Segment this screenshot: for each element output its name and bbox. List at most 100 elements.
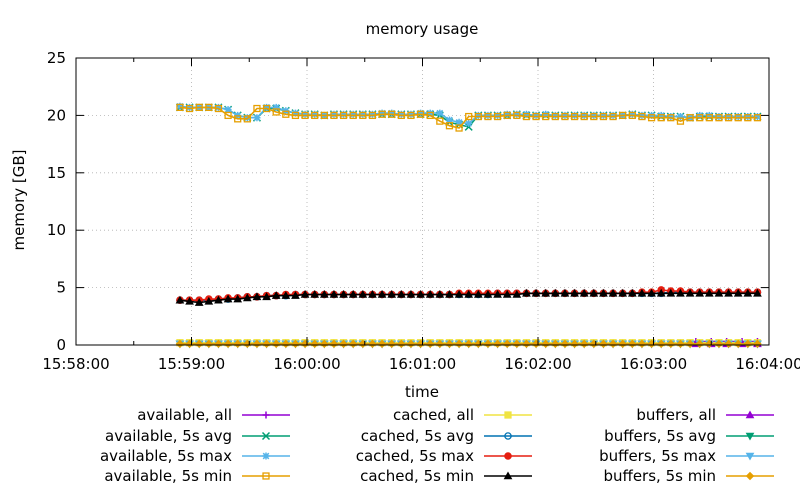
- legend-label: available, 5s avg: [105, 427, 232, 445]
- data-point: [185, 104, 194, 113]
- data-point: [262, 292, 271, 301]
- data-point: [185, 296, 194, 305]
- data-point: [436, 117, 444, 125]
- data-point: [194, 339, 204, 349]
- data-point: [281, 291, 291, 299]
- data-point: [753, 288, 762, 297]
- legend-label: buffers, all: [636, 406, 716, 424]
- data-point: [330, 110, 338, 118]
- legend-label: available, 5s max: [100, 447, 232, 465]
- data-point: [753, 114, 762, 122]
- data-point: [695, 339, 704, 349]
- y-axis-label: memory [GB]: [10, 149, 28, 250]
- data-point: [253, 104, 261, 113]
- data-point: [676, 339, 685, 349]
- data-point: [705, 111, 713, 119]
- data-point: [551, 111, 559, 119]
- data-point: [513, 110, 521, 118]
- data-point: [753, 339, 762, 349]
- data-point: [263, 103, 271, 111]
- data-point: [445, 289, 454, 298]
- data-point: [715, 113, 723, 121]
- data-point: [579, 288, 589, 297]
- data-point: [483, 339, 493, 349]
- series-cached-5s-min: [175, 288, 762, 306]
- y-axis-ticks: 0 5 10 15 20 25: [47, 49, 769, 354]
- data-point: [445, 339, 454, 349]
- x-tick-label: 16:04:00: [735, 355, 800, 373]
- x-tick-label: 16:01:00: [389, 355, 456, 373]
- data-point: [272, 103, 280, 111]
- data-point: [686, 114, 694, 122]
- series-line-available-5s-min: [179, 106, 758, 129]
- legend-swatch-marker: [504, 411, 512, 419]
- data-point: [609, 112, 617, 121]
- data-point: [291, 291, 300, 299]
- data-point: [685, 288, 695, 297]
- data-point: [214, 339, 223, 349]
- data-point: [561, 111, 569, 119]
- data-point: [445, 116, 453, 124]
- x-tick-label: 16:03:00: [620, 355, 687, 373]
- data-point: [753, 113, 761, 121]
- x-tick-label: 15:59:00: [158, 355, 225, 373]
- data-point: [744, 114, 752, 122]
- data-point: [628, 339, 637, 349]
- data-point: [368, 110, 376, 118]
- data-point: [301, 111, 309, 120]
- data-point: [522, 339, 531, 349]
- legend-swatch-marker: [745, 410, 755, 419]
- data-point: [551, 112, 559, 121]
- legend-label: cached, 5s min: [360, 467, 474, 485]
- data-point: [214, 103, 222, 111]
- data-point: [310, 339, 319, 349]
- data-point: [743, 339, 753, 349]
- data-point: [724, 339, 733, 349]
- data-point: [407, 110, 415, 118]
- data-point: [551, 339, 560, 349]
- data-point: [522, 288, 531, 297]
- data-point: [205, 103, 213, 111]
- data-point: [426, 109, 434, 117]
- data-point: [396, 289, 406, 298]
- legend: available, all available, 5s avg available…: [100, 406, 774, 485]
- data-point: [175, 339, 185, 349]
- y-tick-label: 25: [47, 49, 66, 67]
- legend-swatch-marker: [745, 471, 755, 481]
- legend-swatch-marker: [504, 452, 512, 460]
- data-point: [609, 111, 617, 119]
- data-point: [406, 289, 416, 298]
- data-point: [329, 289, 339, 298]
- data-point: [242, 293, 252, 302]
- data-point: [262, 339, 271, 349]
- data-point: [522, 112, 531, 121]
- data-point: [348, 339, 358, 349]
- data-point: [330, 111, 338, 120]
- x-tick-label: 15:58:00: [42, 355, 109, 373]
- data-point: [666, 339, 676, 349]
- data-point: [368, 289, 377, 298]
- series-available-5s-min: [176, 103, 762, 132]
- data-point: [531, 288, 541, 297]
- legend-label: cached, 5s avg: [361, 427, 474, 445]
- data-point: [311, 110, 319, 118]
- data-point: [406, 339, 416, 349]
- data-point: [532, 112, 540, 121]
- data-point: [397, 339, 406, 349]
- data-point: [637, 288, 647, 297]
- data-point: [550, 288, 560, 297]
- y-tick-label: 0: [56, 336, 66, 354]
- data-point: [378, 109, 386, 117]
- legend-label: cached, all: [393, 406, 474, 424]
- data-point: [271, 339, 281, 349]
- data-point: [647, 114, 656, 122]
- legend-swatch-marker: [262, 411, 270, 419]
- data-point: [417, 109, 425, 117]
- data-point: [743, 288, 753, 297]
- data-point: [387, 289, 397, 298]
- data-point: [560, 339, 570, 349]
- legend-swatch-marker: [504, 432, 512, 440]
- legend-swatch-marker: [745, 452, 755, 461]
- data-point: [744, 113, 752, 121]
- data-point: [618, 339, 627, 349]
